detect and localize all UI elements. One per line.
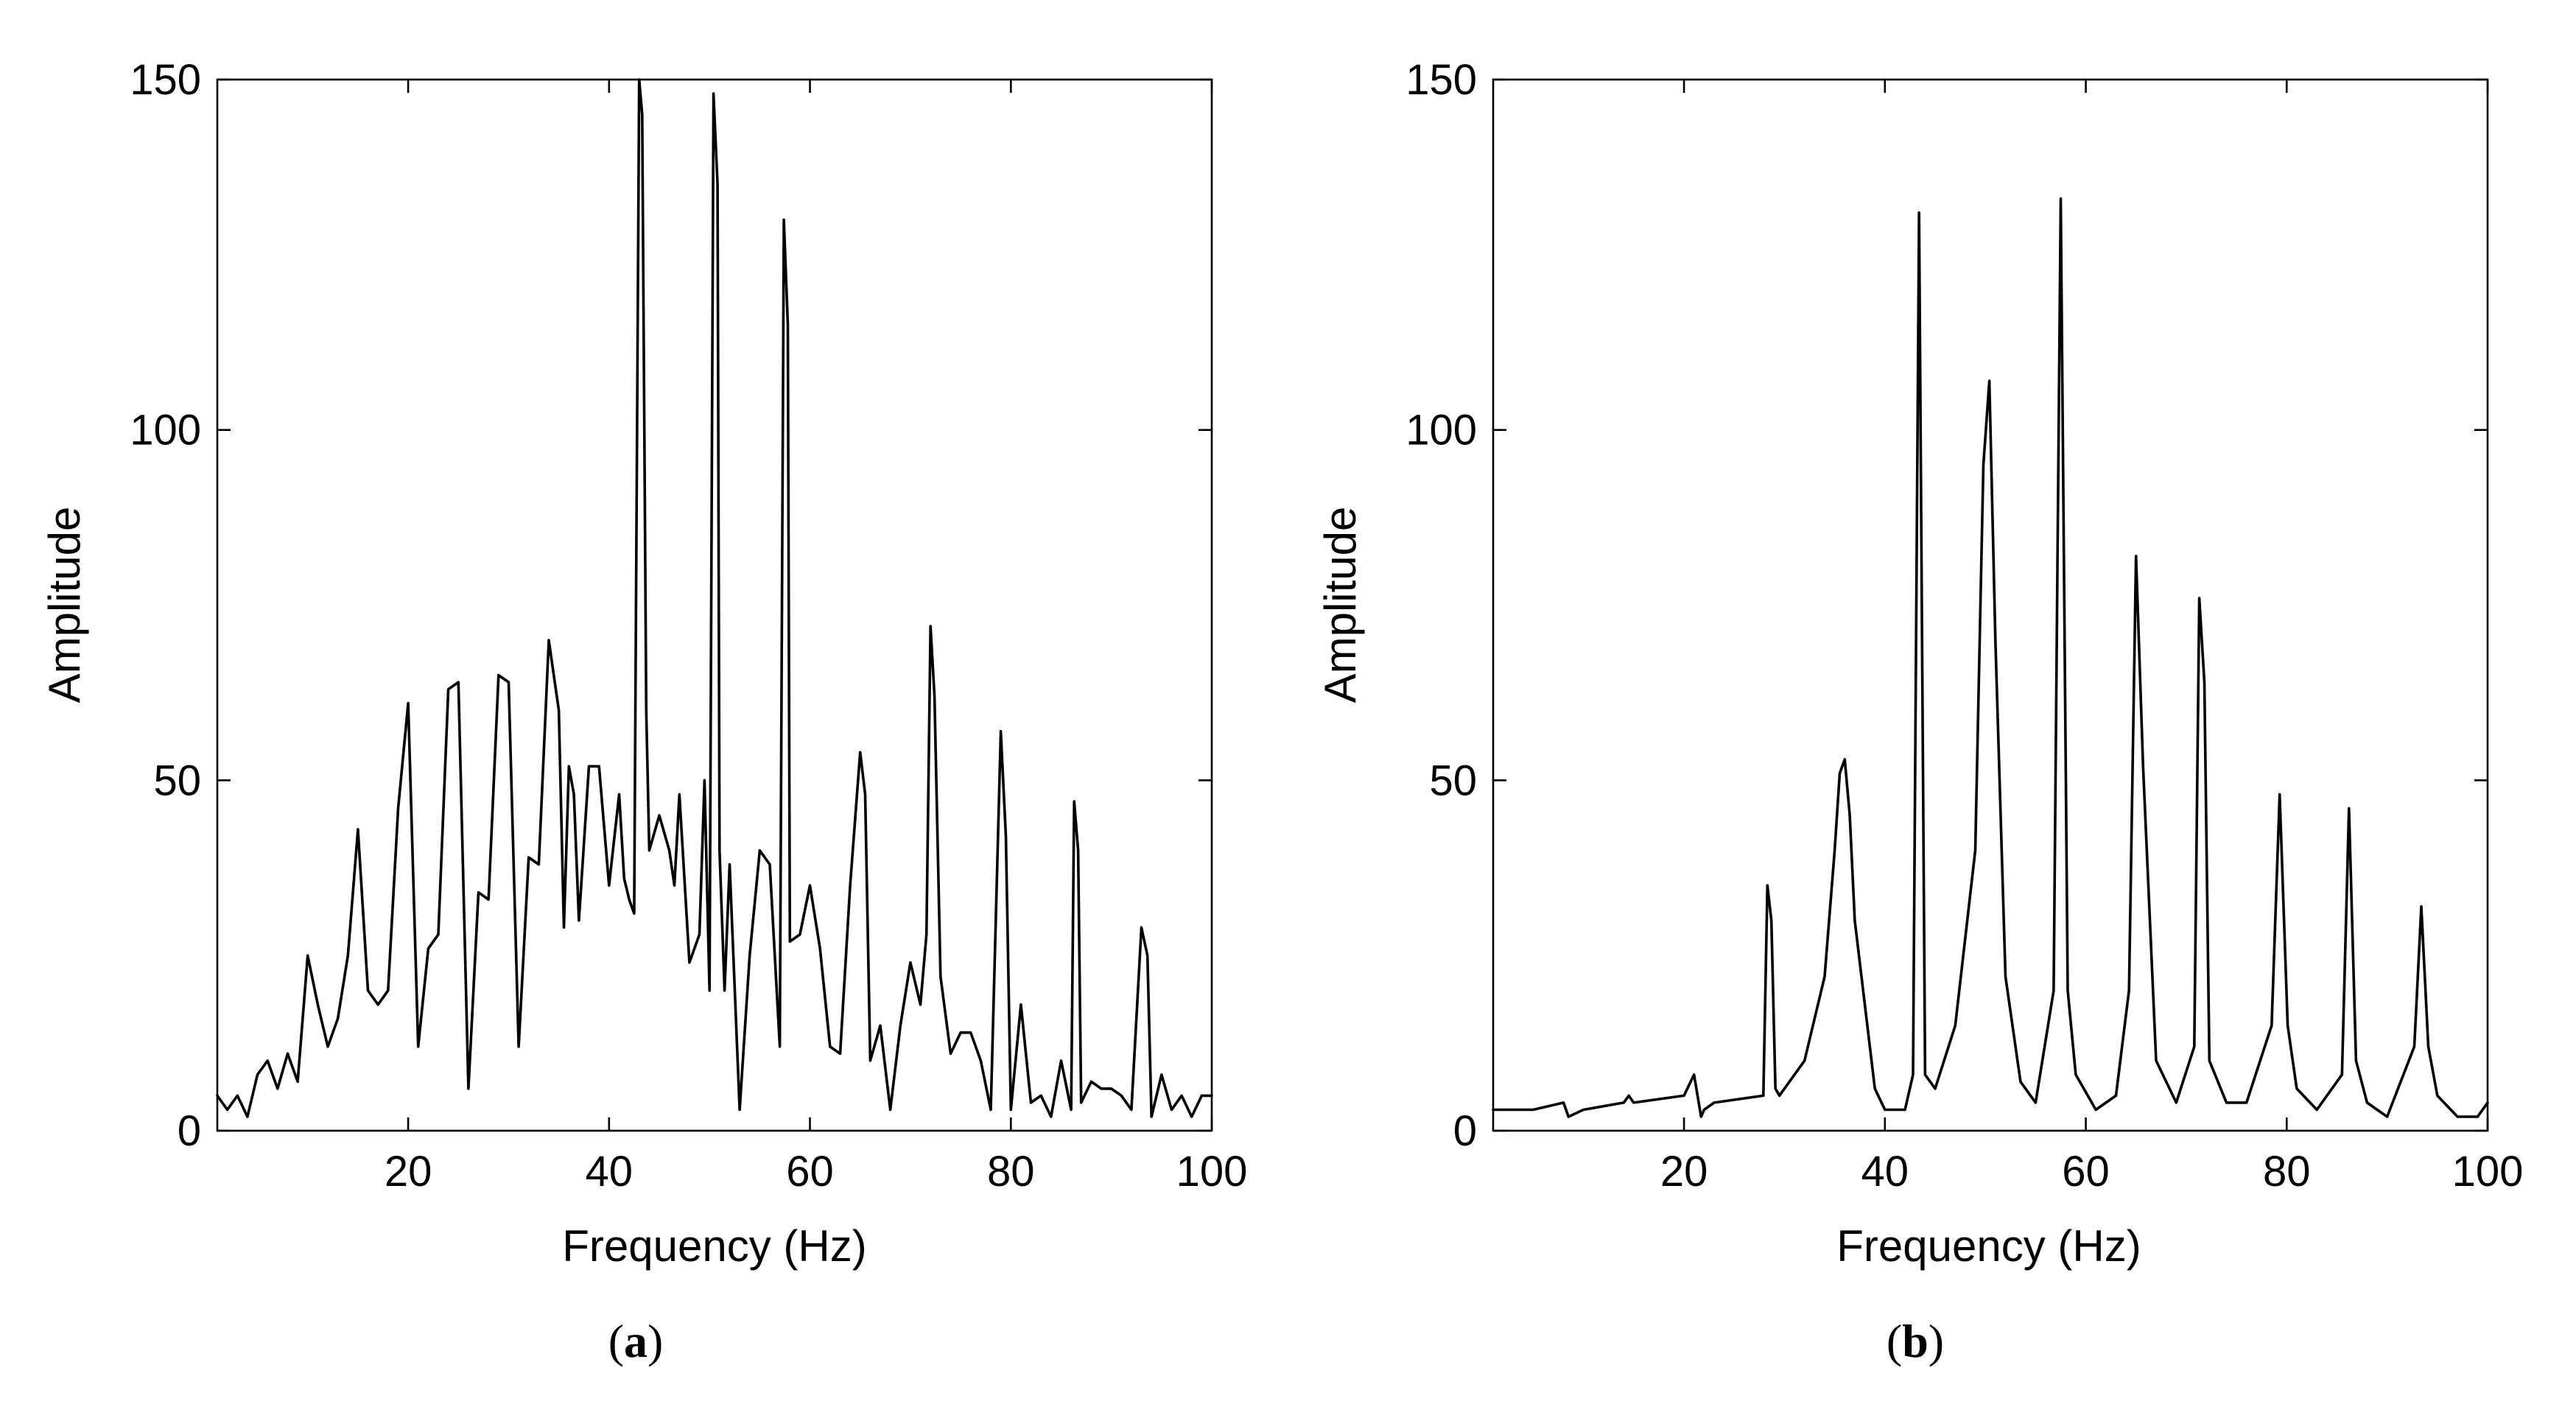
panel-b-ticks: 20 40 60 80 100 0 50 100 150 <box>1405 56 2523 1196</box>
panel-b-x-tick-label: 20 <box>1660 1148 1708 1196</box>
panel-b-y-tick-label: 0 <box>1453 1107 1477 1155</box>
panel-b-x-tick-label: 100 <box>2452 1148 2524 1196</box>
panel-a-caption-letter: a <box>624 1315 647 1367</box>
panel-b-x-tick-label: 60 <box>2062 1148 2110 1196</box>
panel-b-caption: (b) <box>1887 1315 1944 1367</box>
panel-a-plot-frame <box>216 78 1213 1132</box>
panel-a-y-tick-label: 100 <box>130 407 201 454</box>
panel-b-y-axis-label: Amplitude <box>1316 507 1365 703</box>
panel-a-caption-open: ( <box>608 1315 624 1367</box>
panel-b-y-tick-label: 50 <box>1429 757 1477 804</box>
panel-b-caption-letter: b <box>1902 1315 1929 1367</box>
panel-a-caption: (a) <box>608 1315 664 1367</box>
panel-a-x-tick-label: 100 <box>1176 1148 1248 1196</box>
panel-a-x-tick-label: 20 <box>385 1148 432 1196</box>
panel-b-y-tick-label: 100 <box>1405 407 1477 454</box>
panel-b-plot-frame <box>1492 78 2489 1132</box>
panel-a-y-tick-label: 0 <box>178 1107 201 1155</box>
panel-b-caption-open: ( <box>1887 1315 1902 1367</box>
panel-b-x-axis-label: Frequency (Hz) <box>1836 1221 2141 1271</box>
panel-b-x-tick-label: 40 <box>1861 1148 1909 1196</box>
panel-b-chart: 20 40 60 80 100 0 50 100 150 Frequency (Hz) Ampl… <box>1316 56 2523 1367</box>
panel-a-x-axis-label: Frequency (Hz) <box>562 1221 866 1271</box>
panel-a-caption-close: ) <box>647 1315 663 1367</box>
panel-b-y-tick-label: 150 <box>1405 56 1477 104</box>
panel-a-y-tick-label: 50 <box>153 757 201 804</box>
panel-b-spectrum-line <box>1492 197 2489 1118</box>
panel-a-x-tick-label: 40 <box>586 1148 634 1196</box>
panel-b-caption-close: ) <box>1929 1315 1944 1367</box>
panel-a-ticks: 20 40 60 80 100 0 50 100 150 <box>130 56 1247 1196</box>
panel-a-x-tick-label: 60 <box>786 1148 834 1196</box>
panel-a-spectrum-line <box>216 78 1213 1118</box>
panel-a-x-tick-label: 80 <box>987 1148 1035 1196</box>
panel-a-y-tick-label: 150 <box>130 56 201 104</box>
panel-a-chart: 20 40 60 80 100 0 50 100 150 Frequency (Hz) Ampl… <box>40 56 1247 1367</box>
panel-a-y-axis-label: Amplitude <box>40 507 89 703</box>
panel-b-x-tick-label: 80 <box>2263 1148 2311 1196</box>
